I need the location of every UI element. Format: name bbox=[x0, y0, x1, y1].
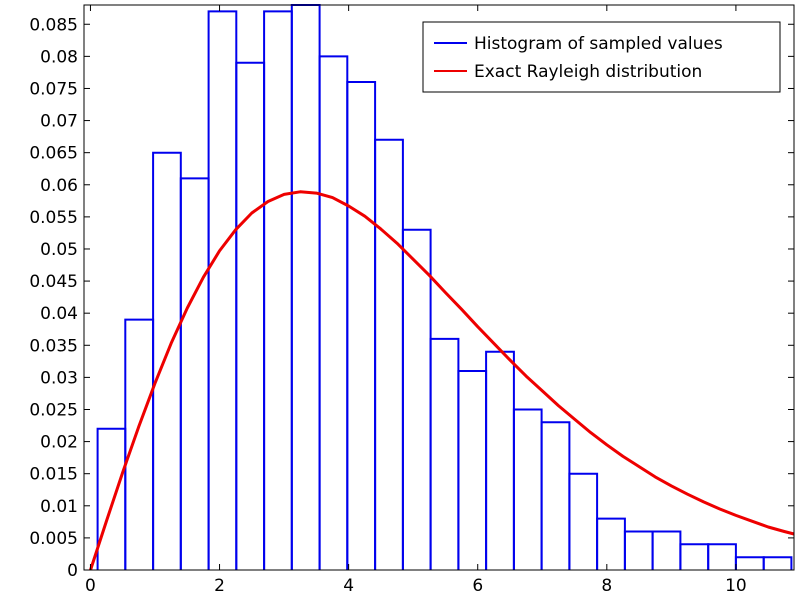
y-tick-label: 0.04 bbox=[40, 304, 78, 324]
x-tick-label: 2 bbox=[214, 576, 225, 596]
y-tick-label: 0.03 bbox=[40, 368, 78, 388]
histogram-bar bbox=[762, 556, 793, 570]
y-tick-label: 0.025 bbox=[29, 400, 78, 420]
y-tick-label: 0.045 bbox=[29, 272, 78, 292]
legend: Histogram of sampled values Exact Raylei… bbox=[422, 21, 781, 93]
x-tick-label: 8 bbox=[601, 576, 612, 596]
x-tick-label: 6 bbox=[472, 576, 483, 596]
rayleigh-curve-line bbox=[89, 190, 795, 571]
x-tick-label: 4 bbox=[343, 576, 354, 596]
plot-frame bbox=[83, 4, 795, 571]
y-tick-label: 0.02 bbox=[40, 433, 78, 453]
y-tick-label: 0.01 bbox=[40, 497, 78, 517]
legend-rayleigh-label: Exact Rayleigh distribution bbox=[474, 62, 702, 82]
x-tick-label: 0 bbox=[85, 576, 96, 596]
y-tick-label: 0.07 bbox=[40, 112, 78, 132]
y-tick-label: 0.08 bbox=[40, 47, 78, 67]
y-tick-label: 0.075 bbox=[29, 79, 78, 99]
y-tick-label: 0.085 bbox=[29, 15, 78, 35]
y-tick-label: 0.015 bbox=[29, 465, 78, 485]
x-axis: 0 2 4 6 8 10 bbox=[85, 5, 747, 596]
y-tick-label: 0 bbox=[67, 561, 78, 581]
y-axis: 0 0.005 0.01 0.015 0.02 0.025 0.03 0.035 0.04 0.0… bbox=[29, 15, 794, 581]
y-tick-label: 0.06 bbox=[40, 176, 78, 196]
y-tick-label: 0.005 bbox=[29, 529, 78, 549]
legend-box bbox=[422, 21, 781, 93]
y-tick-label: 0.055 bbox=[29, 208, 78, 228]
y-tick-label: 0.065 bbox=[29, 144, 78, 164]
x-tick-label: 10 bbox=[725, 576, 747, 596]
y-tick-label: 0.05 bbox=[40, 240, 78, 260]
y-tick-label: 0.035 bbox=[29, 336, 78, 356]
legend-histogram-label: Histogram of sampled values bbox=[474, 34, 723, 54]
